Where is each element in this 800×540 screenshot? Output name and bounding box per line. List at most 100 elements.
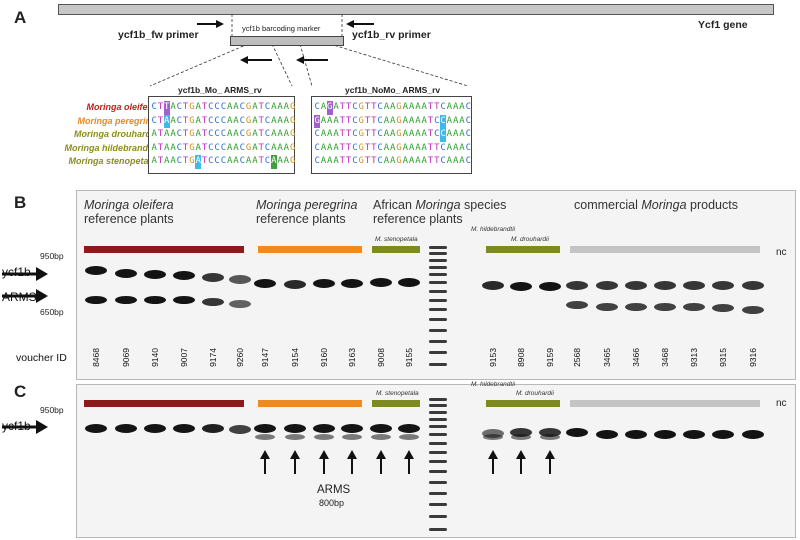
panel-c-letter: C	[14, 382, 27, 401]
gel-b-band-ycf1b	[85, 266, 107, 275]
sub-label-hildebrandtii-c: M. hildebrandtii	[471, 381, 516, 388]
alignment-left-row: ATAACTGATCCCAACGATCAAAG	[151, 142, 296, 153]
gel-c-band-ycf1b	[202, 424, 224, 433]
gel-c-ladder-band	[429, 410, 447, 414]
gel-c-band-ycf1b	[115, 424, 137, 433]
gel-c-band-arms	[342, 434, 362, 440]
fw-primer-label: ycf1b_fw primer	[118, 29, 199, 41]
gel-c-band-ycf1b	[539, 428, 561, 437]
gel-c-band-arms	[255, 434, 275, 440]
gel-b-ladder-band	[429, 252, 447, 255]
gel-c-ladder-band	[429, 460, 447, 463]
gel-b-band-ycf1b	[341, 279, 363, 288]
gel-c-band-ycf1b	[173, 424, 195, 433]
gel-c-band-ycf1b	[398, 424, 420, 433]
gel-c-band-ycf1b	[313, 424, 335, 433]
arms-label-c: ARMS	[317, 484, 351, 496]
gel-c-band-arms	[483, 434, 503, 440]
alignment-right-row: GAAATTCGTTCAAGAAAATCCAAAC	[314, 114, 471, 129]
sub-label-drouhardii-b: M. drouhardii	[511, 236, 549, 243]
gel-c-band-ycf1b	[654, 430, 676, 439]
sub-label-hildebrandtii-b: M. hildebrandtii	[471, 226, 516, 233]
gel-c-ladder-band	[429, 417, 447, 421]
gel-c-band-ycf1b	[85, 424, 107, 433]
alignment-right-row: CAAATTCGTTCAAGAAAATTCAAAC	[314, 142, 471, 153]
colorbar-peregrina-b	[258, 246, 362, 253]
gel-c-ladder-band	[429, 491, 447, 495]
gel-b-ladder-band	[429, 298, 447, 302]
colorbar-commercial-b	[570, 246, 760, 253]
gel-b-band-ycf1b	[596, 281, 618, 290]
colorbar-oleifera-c	[84, 400, 244, 407]
gel-b-band-arms	[229, 300, 251, 308]
gel-b-ladder-band	[429, 351, 447, 354]
gel-b-band-arms	[596, 303, 618, 311]
colorbar-african-c	[372, 400, 420, 407]
gel-b-band-arms	[173, 296, 195, 304]
gel-b-ladder-band	[429, 289, 447, 293]
gel-c-ladder-band	[429, 450, 447, 454]
gel-c-ladder-band	[429, 398, 447, 401]
alignment-left-row: CTAACTGATCCCAACGATCAAAG	[151, 114, 295, 129]
gel-b-band-ycf1b	[654, 281, 676, 290]
alignment-left-row: ATAACTGATCCCAACGATCAAAG	[151, 129, 296, 140]
alignment-left-row: ATAACTGATCCCAACAATCAAAG	[151, 155, 295, 169]
alignment-right-row: CAGATTCGTTCAAGAAAATTCAAAC	[314, 101, 471, 115]
nc-label-b: nc	[776, 247, 787, 258]
colorbar-oleifera-b	[84, 246, 244, 253]
barcoding-marker-bar	[230, 36, 344, 46]
gel-c-ladder-band	[429, 480, 447, 484]
gel-c-ladder-band	[429, 470, 447, 473]
sub-label-stenopetala-c: M. stenopetala	[376, 390, 419, 397]
species-hildebrandtii: Moringa hildebrandtii	[64, 142, 157, 153]
gel-b-ladder-band	[429, 328, 447, 332]
arrow-ycf1b-c	[2, 420, 48, 434]
gel-c-ladder-band	[429, 425, 447, 428]
gel-b-band-arms	[144, 296, 166, 304]
gel-b-ladder-band	[429, 308, 447, 311]
gel-b-ladder-band	[429, 273, 447, 276]
gel-b-ladder-band	[429, 318, 447, 321]
gel-b	[76, 190, 796, 380]
species-stenopetala: Moringa stenopetala	[68, 156, 156, 167]
gel-b-band-arms	[654, 303, 676, 311]
gel-b-ladder-band	[429, 281, 447, 284]
panel-a-letter: A	[14, 8, 27, 27]
gel-c-band-ycf1b	[284, 424, 306, 433]
arms-up-arrow	[488, 450, 498, 474]
alignment-right-row: CAAATTCGTTCAAGAAAATCCAAAC	[314, 128, 471, 142]
sub-label-drouhardii-c: M. drouhardii	[516, 390, 554, 397]
gel-c-band-arms	[540, 434, 560, 440]
gel-c-band-arms	[399, 434, 419, 440]
gel-c-band-ycf1b	[566, 428, 588, 437]
gel-c-band-ycf1b	[742, 430, 764, 439]
alignment-left-row: CTTACTGATCCCAACGATCAAAG	[151, 101, 295, 115]
arrows-b	[2, 267, 48, 303]
gel-c-band-arms	[285, 434, 305, 440]
gel-c-ladder-band	[429, 527, 447, 531]
group-commercial-title: commercial Moringa products	[574, 198, 738, 212]
marker-label: ycf1b barcoding marker	[242, 24, 321, 33]
colorbar-peregrina-c	[258, 400, 362, 407]
gel-b-band-arms	[683, 303, 705, 311]
gel-c-band-ycf1b	[510, 428, 532, 437]
gel-b-band-ycf1b	[202, 273, 224, 282]
gel-b-ladder-band	[429, 339, 447, 343]
sub-label-stenopetala-b: M. stenopetala	[375, 236, 418, 243]
gel-c-band-ycf1b	[596, 430, 618, 439]
gel-b-band-ycf1b	[566, 281, 588, 290]
gel-b-band-ycf1b	[370, 278, 392, 287]
gel-b-band-arms	[566, 301, 588, 309]
gel-b-band-ycf1b	[539, 282, 561, 291]
arrow-ycf1b-b	[2, 267, 48, 281]
colorbar-drouhardii-b	[486, 246, 560, 253]
arms-up-arrow	[516, 450, 526, 474]
colorbar-african-b	[372, 246, 420, 253]
gel-b-band-ycf1b	[229, 275, 251, 284]
arrow-arms-b	[2, 289, 48, 303]
alignment-right-title: ycf1b_NoMo_ ARMS_rv	[345, 85, 441, 95]
gel-c-ladder-band	[429, 433, 447, 436]
gel-c-band-arms	[511, 434, 531, 440]
group-african-title: African Moringa species reference plants	[373, 198, 507, 226]
